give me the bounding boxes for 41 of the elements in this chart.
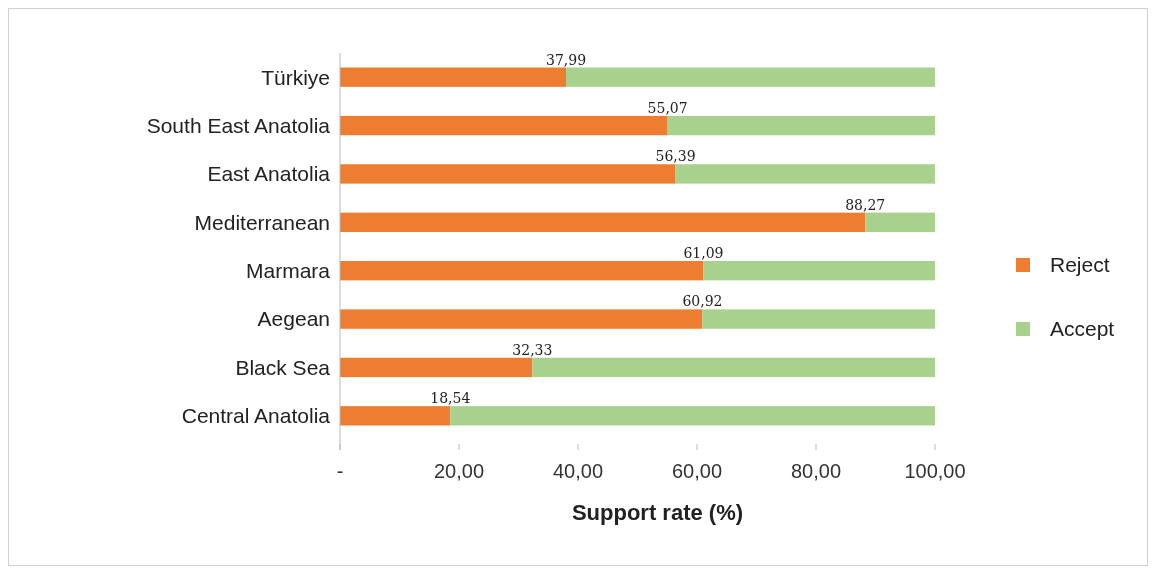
bar — [667, 115, 935, 136]
x-tick-label: 60,00 — [671, 460, 723, 482]
data-label: 60,92 — [682, 293, 723, 310]
y-tick-label: Aegean — [257, 307, 330, 331]
data-label: 55,07 — [647, 99, 688, 116]
bar — [340, 309, 703, 329]
data-label: 37,99 — [545, 51, 587, 68]
bar — [340, 357, 533, 378]
bar — [340, 406, 451, 426]
y-tick-label: Central Anatolia — [181, 404, 331, 428]
x-tick-label: 100,00 — [904, 460, 966, 482]
data-label: 56,39 — [655, 148, 696, 165]
bar — [340, 164, 676, 184]
bar — [532, 357, 935, 378]
bar — [865, 212, 935, 232]
bar — [675, 164, 935, 184]
y-tick-label: Marmara — [245, 259, 331, 283]
bar — [340, 261, 704, 281]
legend-label: Reject — [1050, 253, 1110, 277]
y-tick-label: Black Sea — [235, 355, 331, 379]
x-tick-label: 80,00 — [790, 460, 842, 482]
x-tick-label: 20,00 — [433, 460, 485, 482]
bar — [340, 212, 866, 232]
bar — [340, 67, 567, 87]
x-tick-label: 40,00 — [552, 460, 604, 482]
data-label: 88,27 — [845, 196, 886, 213]
x-axis-title: Support rate (%) — [571, 500, 744, 525]
data-label: 18,54 — [430, 390, 471, 407]
data-label: 32,33 — [512, 341, 553, 358]
y-tick-label: South East Anatolia — [146, 113, 331, 137]
bar — [450, 406, 935, 426]
y-tick-label: Mediterranean — [194, 210, 330, 234]
y-tick-label: Türkiye — [261, 65, 330, 89]
bar — [340, 115, 668, 136]
bar — [702, 309, 935, 329]
data-label: 61,09 — [683, 245, 724, 262]
legend-label: Accept — [1050, 317, 1115, 341]
x-tick-label: - — [336, 460, 344, 482]
bar — [703, 261, 935, 281]
bar — [566, 67, 935, 87]
y-tick-label: East Anatolia — [207, 162, 331, 186]
